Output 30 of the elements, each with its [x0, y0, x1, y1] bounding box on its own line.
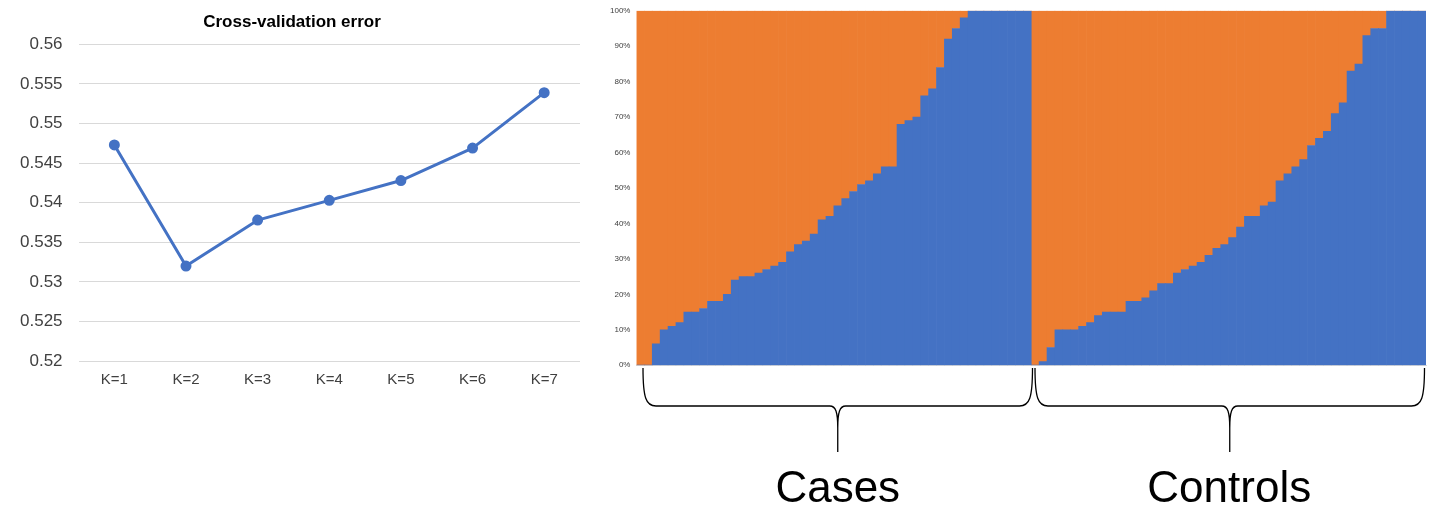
- y-tick-label: 40%: [614, 218, 631, 228]
- text: Cases: [774, 462, 902, 512]
- chart-title: Cross-validation error: [203, 11, 382, 31]
- y-tick-label: 0.55: [29, 113, 63, 133]
- x-tick-label: K=6: [458, 370, 487, 388]
- y-tick-label: 0.525: [19, 311, 63, 331]
- y-tick-label: 30%: [614, 254, 631, 264]
- x-tick-label: K=7: [530, 370, 558, 388]
- y-tick-label: 0.555: [19, 73, 63, 93]
- y-tick-label: 60%: [614, 147, 631, 157]
- y-tick-label: 70%: [614, 112, 631, 122]
- text: Controls: [1146, 462, 1313, 512]
- y-tick-label: 0.545: [19, 152, 63, 172]
- y-tick-label: 100%: [609, 6, 631, 15]
- x-tick-label: K=3: [244, 370, 272, 388]
- y-tick-label: 80%: [614, 76, 631, 86]
- y-tick-label: 0.54: [29, 192, 63, 212]
- y-tick-label: 0.52: [29, 350, 63, 370]
- x-tick-label: K=4: [315, 370, 343, 388]
- y-tick-label: 0.535: [19, 231, 63, 251]
- y-tick-label: 0%: [618, 360, 631, 370]
- x-tick-label: K=1: [100, 370, 128, 388]
- y-tick-label: 20%: [614, 289, 631, 299]
- y-tick-label: 10%: [614, 324, 631, 334]
- y-tick-label: 0.56: [29, 34, 63, 54]
- y-tick-label: 90%: [614, 41, 631, 51]
- y-tick-label: 0.53: [29, 271, 63, 291]
- x-tick-label: K=2: [172, 370, 200, 388]
- y-tick-label: 50%: [614, 183, 631, 193]
- x-tick-label: K=5: [387, 370, 415, 388]
